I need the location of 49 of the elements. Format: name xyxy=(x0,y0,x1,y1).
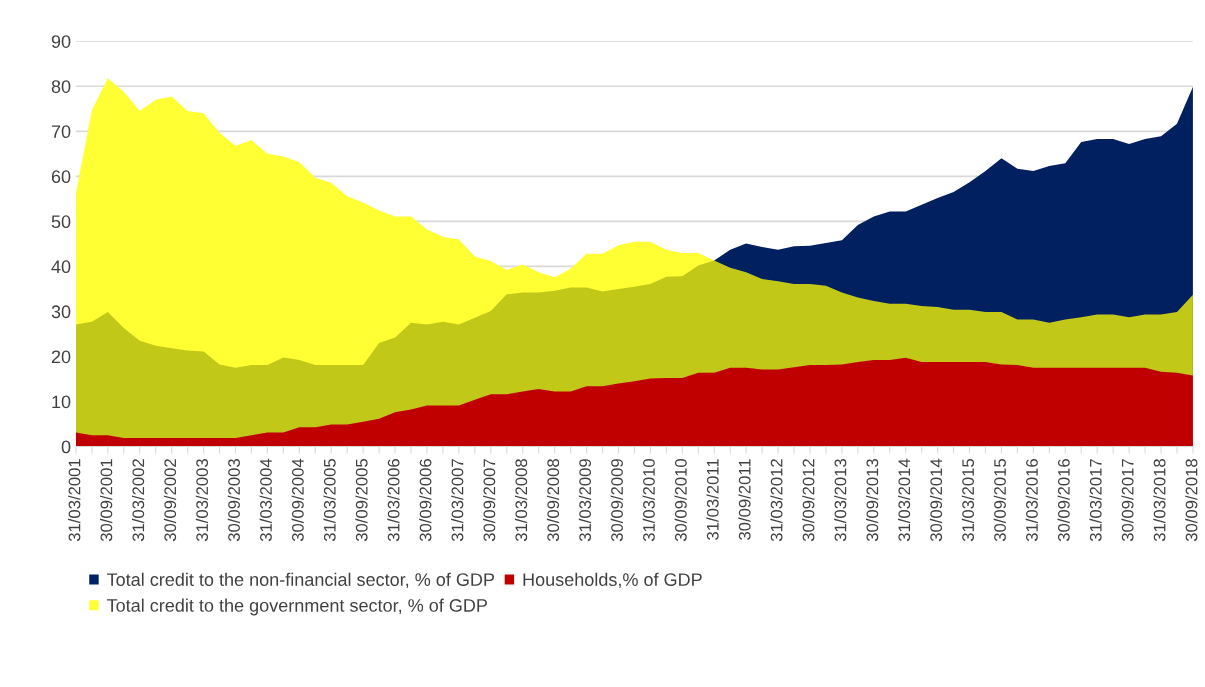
x-tick-label: 31/03/2011 xyxy=(706,459,719,540)
x-tick-label: 31/03/2010 xyxy=(642,459,655,542)
x-tick-label: 30/09/2003 xyxy=(227,459,240,542)
x-tick-label: 30/09/2012 xyxy=(802,459,815,542)
x-tick-label: 31/03/2014 xyxy=(897,458,911,542)
x-tick-label: 31/03/2009 xyxy=(578,459,592,542)
x-tick-label: 31/03/2007 xyxy=(451,459,464,542)
y-tick-label: 10 xyxy=(52,395,71,409)
y-tick-label: 0 xyxy=(61,440,71,454)
x-tick-label: 30/09/2007 xyxy=(483,459,496,542)
x-tick-label: 30/09/2008 xyxy=(546,459,560,542)
x-tick-label: 30/09/2011 xyxy=(738,459,751,540)
x-tick-label: 31/03/2001 xyxy=(68,459,81,542)
legend-label: Households,% of GDP xyxy=(523,572,702,589)
x-tick-label: 31/03/2013 xyxy=(834,459,847,542)
x-tick-label: 31/03/2005 xyxy=(323,459,336,542)
x-tick-label: 30/09/2010 xyxy=(674,459,687,542)
y-tick-label: 40 xyxy=(51,260,71,274)
x-tick-label: 30/09/2005 xyxy=(355,459,368,542)
x-tick-label: 30/09/2004 xyxy=(291,458,304,542)
x-tick-label: 30/09/2006 xyxy=(419,459,432,542)
x-tick-label: 30/09/2015 xyxy=(993,459,1006,542)
y-tick-label: 80 xyxy=(51,80,71,93)
y-tick-label: 50 xyxy=(51,215,71,229)
x-tick-label: 31/03/2016 xyxy=(1025,459,1038,542)
x-tick-label: 30/09/2017 xyxy=(1121,459,1134,542)
y-tick-label: 30 xyxy=(51,305,71,319)
legend-label: Total credit to the government sector, % of GDP xyxy=(107,598,487,616)
y-tick-label: 70 xyxy=(51,125,71,139)
x-tick-label: 30/09/2002 xyxy=(163,459,177,542)
x-tick-label: 31/03/2018 xyxy=(1153,459,1166,542)
y-tick-label: 20 xyxy=(51,350,71,364)
x-tick-label: 31/03/2012 xyxy=(770,459,783,542)
x-tick-label: 31/03/2008 xyxy=(514,459,528,542)
x-tick-label: 31/03/2002 xyxy=(131,459,145,542)
legend-label: Total credit to the non-financial sector, % of GDP xyxy=(107,572,495,589)
x-tick-label: 31/03/2004 xyxy=(259,458,272,542)
x-tick-label: 30/09/2013 xyxy=(866,459,879,542)
y-tick-label: 90 xyxy=(51,35,71,48)
x-tick-label: 31/03/2015 xyxy=(961,459,975,542)
x-tick-label: 30/09/2009 xyxy=(610,459,623,542)
x-tick-label: 30/09/2018 xyxy=(1185,459,1198,542)
x-tick-label: 31/03/2003 xyxy=(195,459,209,542)
x-tick-label: 31/03/2006 xyxy=(387,459,400,542)
x-tick-label: 31/03/2017 xyxy=(1089,459,1102,542)
y-tick-label: 60 xyxy=(51,170,71,184)
x-tick-label: 30/09/2001 xyxy=(100,459,113,542)
x-tick-label: 30/09/2016 xyxy=(1057,459,1070,542)
x-tick-label: 30/09/2014 xyxy=(929,458,943,542)
